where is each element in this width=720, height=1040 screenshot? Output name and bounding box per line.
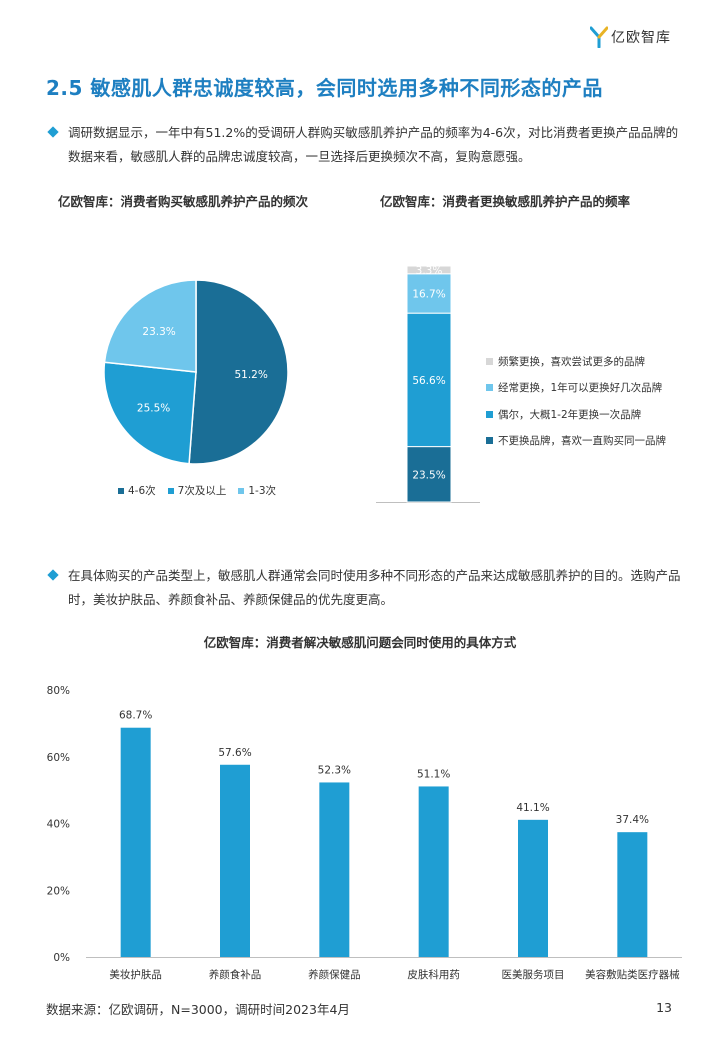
product-type-paragraph: 在具体购买的产品类型上，敏感肌人群通常会同时使用多种不同形态的产品来达成敏感肌养… [47, 564, 682, 612]
category-label: 医美服务项目 [502, 968, 565, 981]
legend-label: 4-6次 [128, 485, 156, 497]
pie-slice-label: 23.3% [142, 326, 175, 338]
pie-slice-label: 25.5% [137, 402, 170, 414]
stack-segment-label: 3.3% [416, 265, 443, 277]
logo-icon [590, 26, 608, 48]
usage-method-bar-chart: 0% 20% 40% 60% 80% 68.7% 美妆护肤品 57.6% 养颜食补品 52.3% 养… [47, 685, 682, 981]
page-number: 13 [656, 1000, 672, 1015]
category-label: 美容敷贴类医疗器械 [585, 968, 680, 981]
legend-label: 经常更换，1年可以更换好几次品牌 [498, 382, 663, 395]
bar [518, 819, 548, 957]
intro-text: 调研数据显示，一年中有51.2%的受调研人群购买敏感肌养护产品的频率为4-6次，… [68, 125, 679, 164]
legend-swatch [118, 487, 124, 494]
pie-slice [188, 279, 289, 465]
stack-legend-item: 不更换品牌，喜欢一直购买同一品牌 [486, 434, 666, 448]
bar-value-label: 37.4% [616, 814, 649, 826]
y-tick-label: 80% [47, 685, 70, 697]
legend-swatch [486, 384, 493, 392]
brand-logo: 亿欧智库 [590, 24, 690, 50]
bar [418, 786, 449, 957]
pie-slice-label: 51.2% [234, 369, 267, 381]
category-label: 美妆护肤品 [109, 968, 162, 981]
logo-text: 亿欧智库 [611, 30, 671, 46]
legend-swatch [238, 487, 245, 494]
data-source-note: 数据来源：亿欧调研，N=3000，调研时间2023年4月 [46, 1002, 350, 1017]
bar [617, 832, 648, 957]
pie-legend-item: 7次及以上 [167, 483, 227, 498]
intro-paragraph: 调研数据显示，一年中有51.2%的受调研人群购买敏感肌养护产品的频率为4-6次，… [47, 121, 682, 169]
pie-legend-item: 4-6次 [118, 483, 156, 498]
legend-label: 1-3次 [248, 485, 276, 497]
bar-value-label: 52.3% [318, 764, 351, 776]
brand-switch-stacked-bar-chart: 23.5% 56.6% 16.7% 3.3% [376, 265, 480, 503]
stack-legend: 频繁更换，喜欢尝试更多的品牌经常更换，1年可以更换好几次品牌 偶尔，大概1-2年更… [486, 354, 666, 460]
legend-label: 偶尔，大概1-2年更换一次品牌 [498, 408, 642, 421]
legend-swatch [486, 357, 493, 365]
bar [120, 727, 151, 957]
legend-label: 不更换品牌，喜欢一直购买同一品牌 [498, 435, 666, 448]
stack-chart-title: 亿欧智库：消费者更换敏感肌养护产品的频率 [380, 194, 631, 209]
category-label: 养颜保健品 [308, 968, 361, 981]
category-label: 皮肤科用药 [407, 968, 460, 981]
bar-value-label: 41.1% [516, 802, 549, 814]
pie-legend: 4-6次 7次及以上 1-3次 [118, 483, 288, 498]
y-tick-label: 60% [47, 752, 70, 764]
pie-slice [103, 279, 197, 373]
bar-value-label: 51.1% [417, 768, 450, 780]
bar-chart-title: 亿欧智库：消费者解决敏感肌问题会同时使用的具体方式 [203, 635, 517, 650]
product-type-text: 在具体购买的产品类型上，敏感肌人群通常会同时使用多种不同形态的产品来达成敏感肌养… [68, 568, 681, 607]
legend-swatch [486, 437, 493, 445]
legend-label: 频繁更换，喜欢尝试更多的品牌 [498, 355, 645, 368]
legend-label: 7次及以上 [177, 485, 227, 497]
category-label: 养颜食补品 [209, 968, 262, 981]
pie-slice [103, 361, 197, 465]
stack-legend-item: 经常更换，1年可以更换好几次品牌 [486, 381, 666, 395]
purchase-frequency-pie-chart: 51.2% 25.5% 23.3% [103, 279, 289, 465]
stack-legend-item: 偶尔，大概1-2年更换一次品牌 [486, 407, 666, 421]
y-tick-label: 20% [47, 885, 70, 897]
pie-legend-item: 1-3次 [238, 483, 276, 498]
bar [319, 782, 350, 957]
y-tick-label: 40% [47, 819, 70, 831]
stack-segment [406, 446, 452, 503]
bar [220, 764, 250, 957]
y-tick-label: 0% [53, 952, 70, 964]
legend-swatch [486, 410, 493, 418]
legend-swatch [167, 487, 174, 494]
stack-segment-label: 23.5% [412, 469, 445, 481]
stack-segment [406, 265, 452, 275]
bar-value-label: 57.6% [218, 747, 251, 759]
stack-segment [406, 273, 452, 314]
stack-segment [406, 312, 452, 448]
stack-segment-label: 56.6% [412, 375, 445, 387]
page-title: 2.5 敏感肌人群忠诚度较高，会同时选用多种不同形态的产品 [46, 76, 603, 100]
pie-chart-title: 亿欧智库：消费者购买敏感肌养护产品的频次 [58, 194, 309, 209]
stack-segment-label: 16.7% [412, 288, 445, 300]
bar-value-label: 68.7% [119, 710, 152, 722]
stack-legend-item: 频繁更换，喜欢尝试更多的品牌 [486, 354, 666, 368]
